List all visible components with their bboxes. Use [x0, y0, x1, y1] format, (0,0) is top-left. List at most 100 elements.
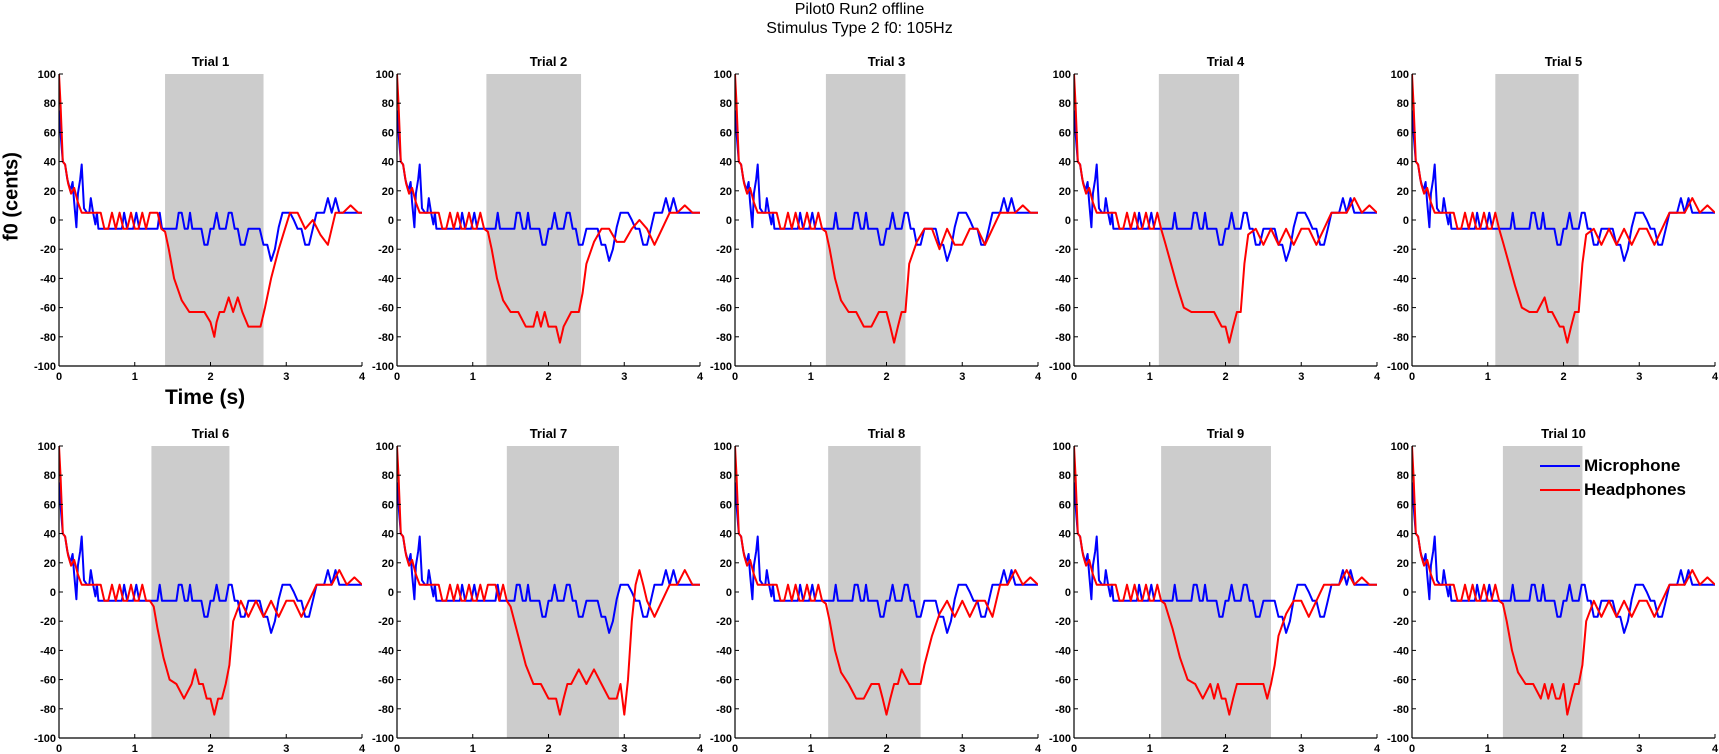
- y-tick-label: 60: [1059, 499, 1071, 511]
- y-tick-label: -80: [40, 704, 56, 716]
- headphones-line: [59, 74, 362, 338]
- y-tick-label: 80: [1059, 470, 1071, 482]
- x-tick-label: 1: [1147, 371, 1153, 383]
- y-tick-label: -80: [716, 332, 732, 344]
- panel-title: Trial 5: [1545, 54, 1583, 69]
- x-tick-label: 0: [732, 371, 738, 383]
- y-tick-label: 60: [44, 127, 56, 139]
- y-tick-label: -60: [1055, 303, 1071, 315]
- x-tick-label: 4: [697, 743, 704, 754]
- headphones-line: [1074, 74, 1377, 344]
- y-tick-label: -80: [1055, 332, 1071, 344]
- headphones-line: [59, 446, 362, 716]
- y-tick-label: 60: [1397, 127, 1409, 139]
- y-tick-label: 20: [382, 558, 394, 570]
- y-tick-label: 60: [720, 127, 732, 139]
- y-tick-label: 100: [376, 69, 394, 81]
- y-tick-label: 80: [382, 98, 394, 110]
- y-tick-label: -60: [378, 675, 394, 687]
- y-tick-label: 0: [726, 587, 732, 599]
- y-tick-label: 40: [382, 529, 394, 541]
- legend-item-microphone: Microphone: [1540, 454, 1686, 478]
- x-tick-label: 1: [132, 743, 138, 754]
- headphones-line: [1412, 74, 1715, 344]
- x-tick-label: 0: [1409, 743, 1415, 754]
- y-tick-label: -80: [40, 332, 56, 344]
- y-tick-label: -40: [1055, 273, 1071, 285]
- x-tick-label: 3: [959, 371, 965, 383]
- y-tick-label: 60: [1397, 499, 1409, 511]
- x-tick-label: 3: [1636, 743, 1642, 754]
- y-tick-label: -100: [372, 361, 394, 373]
- y-tick-label: -20: [378, 616, 394, 628]
- y-tick-label: 20: [1059, 186, 1071, 198]
- y-tick-label: 40: [1059, 529, 1071, 541]
- y-tick-label: -100: [710, 733, 732, 745]
- y-tick-label: -20: [1393, 244, 1409, 256]
- legend-swatch-headphones: [1540, 489, 1580, 491]
- y-tick-label: 40: [382, 157, 394, 169]
- x-tick-label: 2: [545, 743, 551, 754]
- y-tick-label: -100: [372, 733, 394, 745]
- microphone-line: [1074, 110, 1377, 262]
- y-tick-label: -80: [378, 332, 394, 344]
- legend-item-headphones: Headphones: [1540, 478, 1686, 502]
- x-tick-label: 0: [394, 743, 400, 754]
- y-tick-label: 20: [1397, 186, 1409, 198]
- panel-title: Trial 2: [530, 54, 568, 69]
- y-tick-label: -20: [378, 244, 394, 256]
- x-tick-label: 0: [56, 743, 62, 754]
- y-tick-label: 20: [720, 558, 732, 570]
- microphone-line: [1412, 110, 1715, 262]
- y-tick-label: 40: [1059, 157, 1071, 169]
- x-tick-label: 1: [1147, 743, 1153, 754]
- y-tick-label: -20: [716, 616, 732, 628]
- y-tick-label: -20: [1055, 616, 1071, 628]
- headphones-line: [397, 446, 700, 716]
- y-tick-label: 80: [1397, 470, 1409, 482]
- microphone-line: [735, 482, 1038, 634]
- y-tick-label: -80: [378, 704, 394, 716]
- x-tick-label: 3: [959, 743, 965, 754]
- x-tick-label: 2: [545, 371, 551, 383]
- y-tick-label: 60: [44, 499, 56, 511]
- x-tick-label: 3: [283, 371, 289, 383]
- x-tick-label: 2: [207, 743, 213, 754]
- y-tick-label: 0: [1403, 587, 1409, 599]
- x-tick-label: 1: [808, 743, 814, 754]
- x-tick-label: 4: [1035, 743, 1042, 754]
- x-tick-label: 4: [1712, 371, 1719, 383]
- x-tick-label: 4: [359, 371, 366, 383]
- microphone-line: [1412, 482, 1715, 634]
- y-tick-label: -40: [716, 273, 732, 285]
- y-tick-label: 0: [50, 587, 56, 599]
- headphones-line: [1074, 446, 1377, 716]
- y-tick-label: 80: [720, 470, 732, 482]
- y-tick-label: 40: [44, 157, 56, 169]
- y-tick-label: -40: [40, 273, 56, 285]
- y-tick-label: 80: [44, 470, 56, 482]
- panel-title: Trial 1: [192, 54, 230, 69]
- y-tick-label: -100: [1387, 361, 1409, 373]
- y-tick-label: 80: [382, 470, 394, 482]
- panel-title: Trial 8: [868, 426, 906, 441]
- y-tick-label: 0: [388, 587, 394, 599]
- microphone-line: [59, 110, 362, 262]
- y-tick-label: -60: [40, 303, 56, 315]
- x-tick-label: 2: [1222, 743, 1228, 754]
- headphones-line: [1412, 446, 1715, 716]
- y-tick-label: -80: [1393, 332, 1409, 344]
- x-tick-label: 0: [1409, 371, 1415, 383]
- y-tick-label: 20: [44, 558, 56, 570]
- y-tick-label: -100: [34, 733, 56, 745]
- y-tick-label: 100: [1391, 69, 1409, 81]
- y-tick-label: -20: [716, 244, 732, 256]
- headphones-line: [397, 74, 700, 344]
